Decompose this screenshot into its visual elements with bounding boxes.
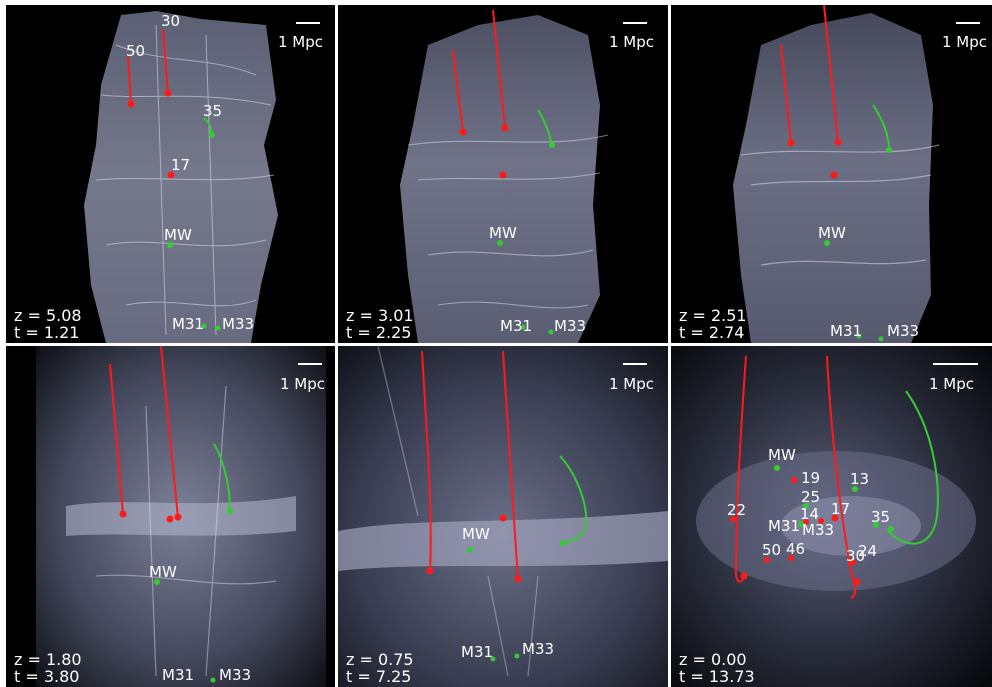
label-50: 50 — [762, 541, 782, 559]
label-17: 17 — [831, 500, 851, 518]
label-m33: M33 — [219, 666, 252, 684]
scale-bar — [298, 363, 322, 365]
redshift-label: z = 0.75 — [346, 650, 414, 669]
label-46: 46 — [786, 540, 806, 558]
redshift-label: z = 0.00 — [679, 650, 747, 669]
label-50: 50 — [126, 42, 146, 60]
scale-label: 1 Mpc — [278, 33, 324, 51]
time-label: t = 2.25 — [346, 323, 412, 342]
label-m31: M31 — [768, 517, 801, 535]
label-19: 19 — [801, 469, 821, 487]
label-m33: M33 — [554, 317, 587, 335]
panel-image — [36, 346, 326, 687]
panel-z508: 1 Mpc 50 30 35 17 MW M31 M33 z = 5.08 t … — [6, 5, 335, 343]
label-m31: M31 — [172, 315, 205, 333]
redshift-label: z = 2.51 — [679, 306, 747, 325]
time-label: t = 3.80 — [14, 667, 80, 686]
scale-bar — [956, 22, 980, 24]
panel-z251: 1 Mpc MW M31 M33 z = 2.51 t = 2.74 — [671, 5, 992, 343]
scale-bar — [296, 22, 320, 24]
label-mw: MW — [768, 446, 796, 464]
label-m33: M33 — [887, 322, 920, 340]
label-m31: M31 — [830, 322, 863, 340]
redshift-label: z = 1.80 — [14, 650, 82, 669]
label-mw: MW — [818, 224, 846, 242]
label-35: 35 — [871, 508, 891, 526]
redshift-label: z = 5.08 — [14, 306, 82, 325]
label-mw: MW — [462, 525, 490, 543]
panel-image — [671, 346, 992, 687]
label-m31: M31 — [162, 666, 195, 684]
redshift-label: z = 3.01 — [346, 306, 414, 325]
scale-label: 1 Mpc — [929, 375, 975, 393]
scale-label: 1 Mpc — [609, 375, 655, 393]
label-mw: MW — [489, 224, 517, 242]
label-17: 17 — [171, 156, 191, 174]
scale-label: 1 Mpc — [280, 375, 326, 393]
panel-image — [400, 9, 609, 343]
label-m33: M33 — [222, 315, 255, 333]
label-30: 30 — [161, 12, 181, 30]
label-13: 13 — [850, 470, 870, 488]
scale-bar — [623, 363, 647, 365]
label-25: 25 — [801, 488, 821, 506]
label-22: 22 — [727, 501, 747, 519]
scale-label: 1 Mpc — [609, 33, 655, 51]
time-label: t = 2.74 — [679, 323, 745, 342]
label-m31: M31 — [461, 643, 494, 661]
panel-image — [338, 346, 668, 687]
label-24: 24 — [858, 542, 878, 560]
scale-label: 1 Mpc — [942, 33, 988, 51]
panel-z180: 1 Mpc MW M31 M33 z = 1.80 t = 3.80 — [6, 346, 335, 687]
scale-bar — [933, 363, 978, 365]
label-35: 35 — [203, 102, 223, 120]
label-m33: M33 — [802, 521, 835, 539]
label-m31: M31 — [500, 317, 533, 335]
panel-image — [84, 11, 278, 343]
panel-image — [733, 5, 940, 343]
label-14: 14 — [800, 505, 820, 523]
label-mw: MW — [164, 226, 192, 244]
panel-z301: 1 Mpc MW M31 M33 z = 3.01 t = 2.25 — [338, 5, 668, 343]
time-label: t = 13.73 — [679, 667, 755, 686]
time-label: t = 1.21 — [14, 323, 80, 342]
scale-bar — [623, 22, 647, 24]
time-label: t = 7.25 — [346, 667, 412, 686]
panel-z075: 1 Mpc MW M31 M33 z = 0.75 t = 7.25 — [338, 346, 668, 687]
panel-z000: 1 Mpc MW 19 13 25 14 17 M31 M33 22 35 50… — [671, 346, 992, 687]
label-30: 30 — [846, 547, 866, 565]
label-mw: MW — [149, 563, 177, 581]
label-m33: M33 — [522, 640, 555, 658]
